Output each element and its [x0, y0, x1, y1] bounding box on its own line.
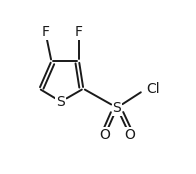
- Text: S: S: [56, 95, 65, 109]
- Text: F: F: [75, 25, 83, 39]
- Text: O: O: [99, 128, 110, 142]
- Text: F: F: [41, 25, 49, 39]
- Text: Cl: Cl: [146, 82, 160, 96]
- Text: S: S: [113, 101, 121, 115]
- Text: O: O: [124, 128, 135, 142]
